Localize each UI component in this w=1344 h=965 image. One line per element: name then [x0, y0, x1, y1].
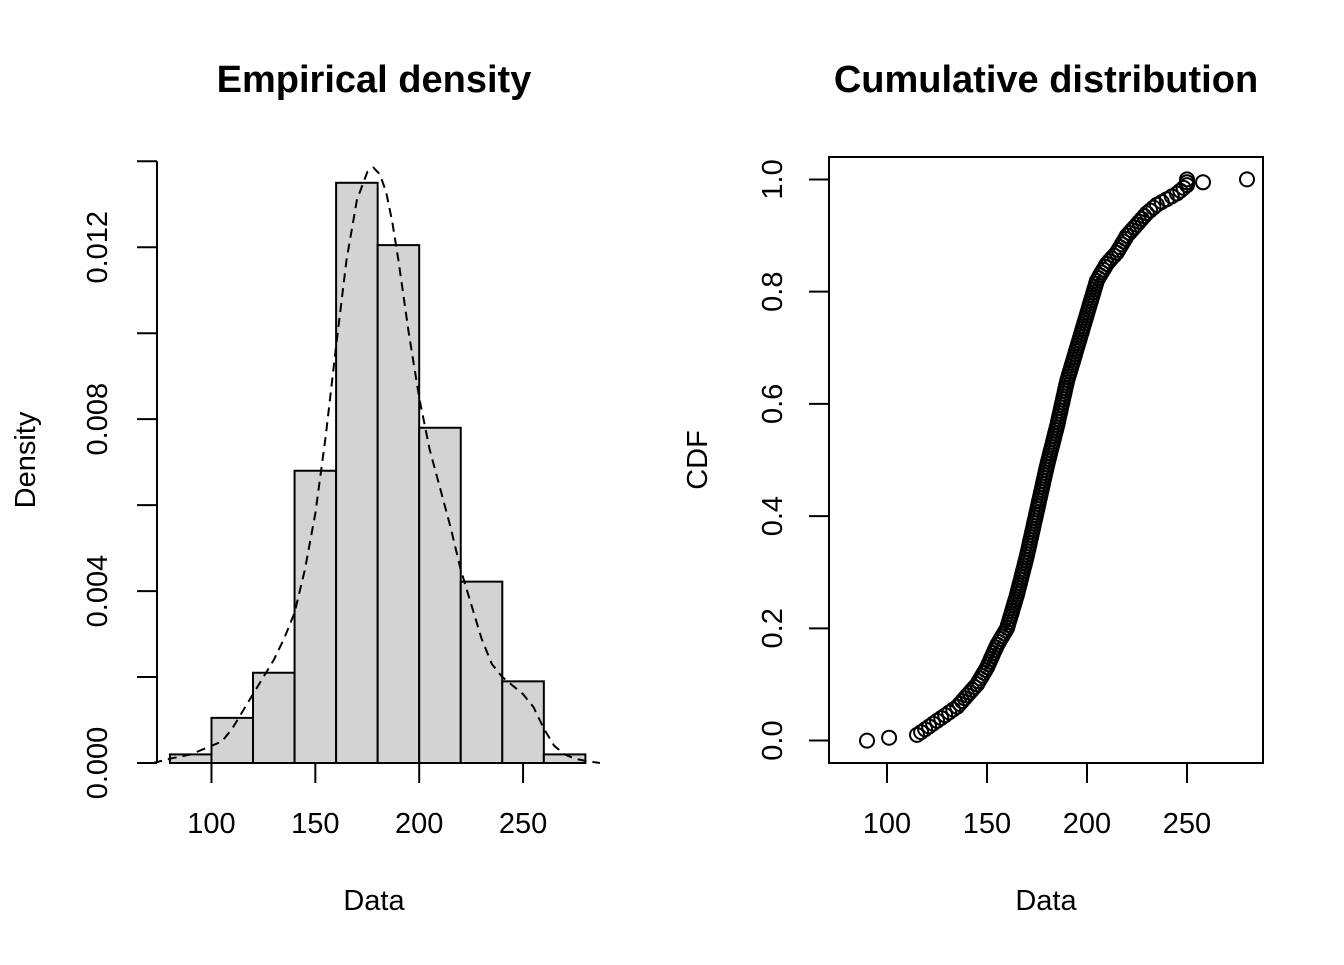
x-tick-label: 200 — [395, 808, 443, 840]
histogram-title: Empirical density — [217, 59, 532, 101]
histogram-x-label: Data — [343, 885, 405, 917]
histogram-y-axis: 0.000 0.004 0.008 0.012 — [82, 160, 158, 800]
cdf-point — [909, 726, 925, 743]
histogram-x-axis: 100 150 200 250 — [187, 762, 547, 840]
y-tick-label: 0.004 — [82, 555, 114, 628]
cdf-point — [917, 721, 934, 738]
cdf-point — [913, 724, 930, 741]
cdf-y-label: CDF — [682, 430, 714, 490]
density-curve — [153, 166, 601, 764]
cdf-point — [859, 732, 875, 749]
cdf-point — [929, 712, 946, 729]
cdf-point — [937, 707, 954, 724]
histogram-y-label: Density — [10, 411, 42, 508]
y-tick-label: 0.008 — [82, 383, 114, 456]
cdf-point — [933, 710, 950, 726]
cdf-panel: Cumulative distribution Data CDF 100 150 2… — [682, 59, 1264, 917]
cdf-point — [1195, 174, 1211, 191]
x-tick-label: 250 — [499, 808, 547, 840]
y-tick-label: 0.8 — [757, 272, 789, 312]
density-curve-group — [153, 166, 601, 764]
cdf-point — [925, 715, 942, 732]
histogram-bar — [252, 671, 296, 765]
histogram-panel: Empirical density Data Density 100 150 200… — [10, 59, 601, 917]
y-tick-label: 0.6 — [757, 384, 789, 424]
histogram-bar — [210, 716, 255, 764]
cdf-point — [881, 729, 898, 746]
x-tick-label: 150 — [963, 808, 1011, 840]
cdf-point — [1136, 208, 1153, 225]
cdf-point — [1239, 171, 1255, 188]
cdf-point — [1145, 199, 1162, 216]
cdf-point — [1133, 210, 1150, 227]
y-tick-label: 0.012 — [82, 211, 114, 284]
x-tick-label: 150 — [291, 808, 339, 840]
cdf-x-label: Data — [1015, 885, 1077, 917]
cdf-point — [1179, 171, 1195, 188]
cdf-title: Cumulative distribution — [834, 59, 1258, 101]
x-tick-label: 100 — [863, 808, 911, 840]
cdf-plot-box — [828, 156, 1264, 764]
x-tick-label: 250 — [1163, 808, 1211, 840]
histogram-bar — [418, 426, 462, 764]
x-tick-label: 200 — [1063, 808, 1111, 840]
cdf-point — [941, 704, 958, 721]
y-tick-label: 0.4 — [757, 496, 789, 536]
y-tick-label: 0.0 — [757, 720, 789, 760]
cdf-points — [859, 171, 1255, 749]
y-tick-label: 0.000 — [82, 727, 114, 800]
cdf-y-axis: 0.0 0.2 0.4 0.6 0.8 1.0 — [757, 159, 829, 761]
histogram-bar — [376, 244, 421, 764]
y-tick-label: 0.2 — [757, 608, 789, 648]
histogram-bar — [293, 469, 338, 764]
y-tick-label: 1.0 — [757, 159, 789, 199]
cdf-x-axis: 100 150 200 250 — [863, 763, 1211, 840]
histogram-bar — [459, 580, 504, 764]
histogram-bar — [168, 753, 213, 764]
cdf-point — [921, 718, 938, 735]
histogram-bar — [335, 181, 379, 764]
x-tick-label: 100 — [187, 808, 235, 840]
histogram-bars — [168, 181, 587, 765]
